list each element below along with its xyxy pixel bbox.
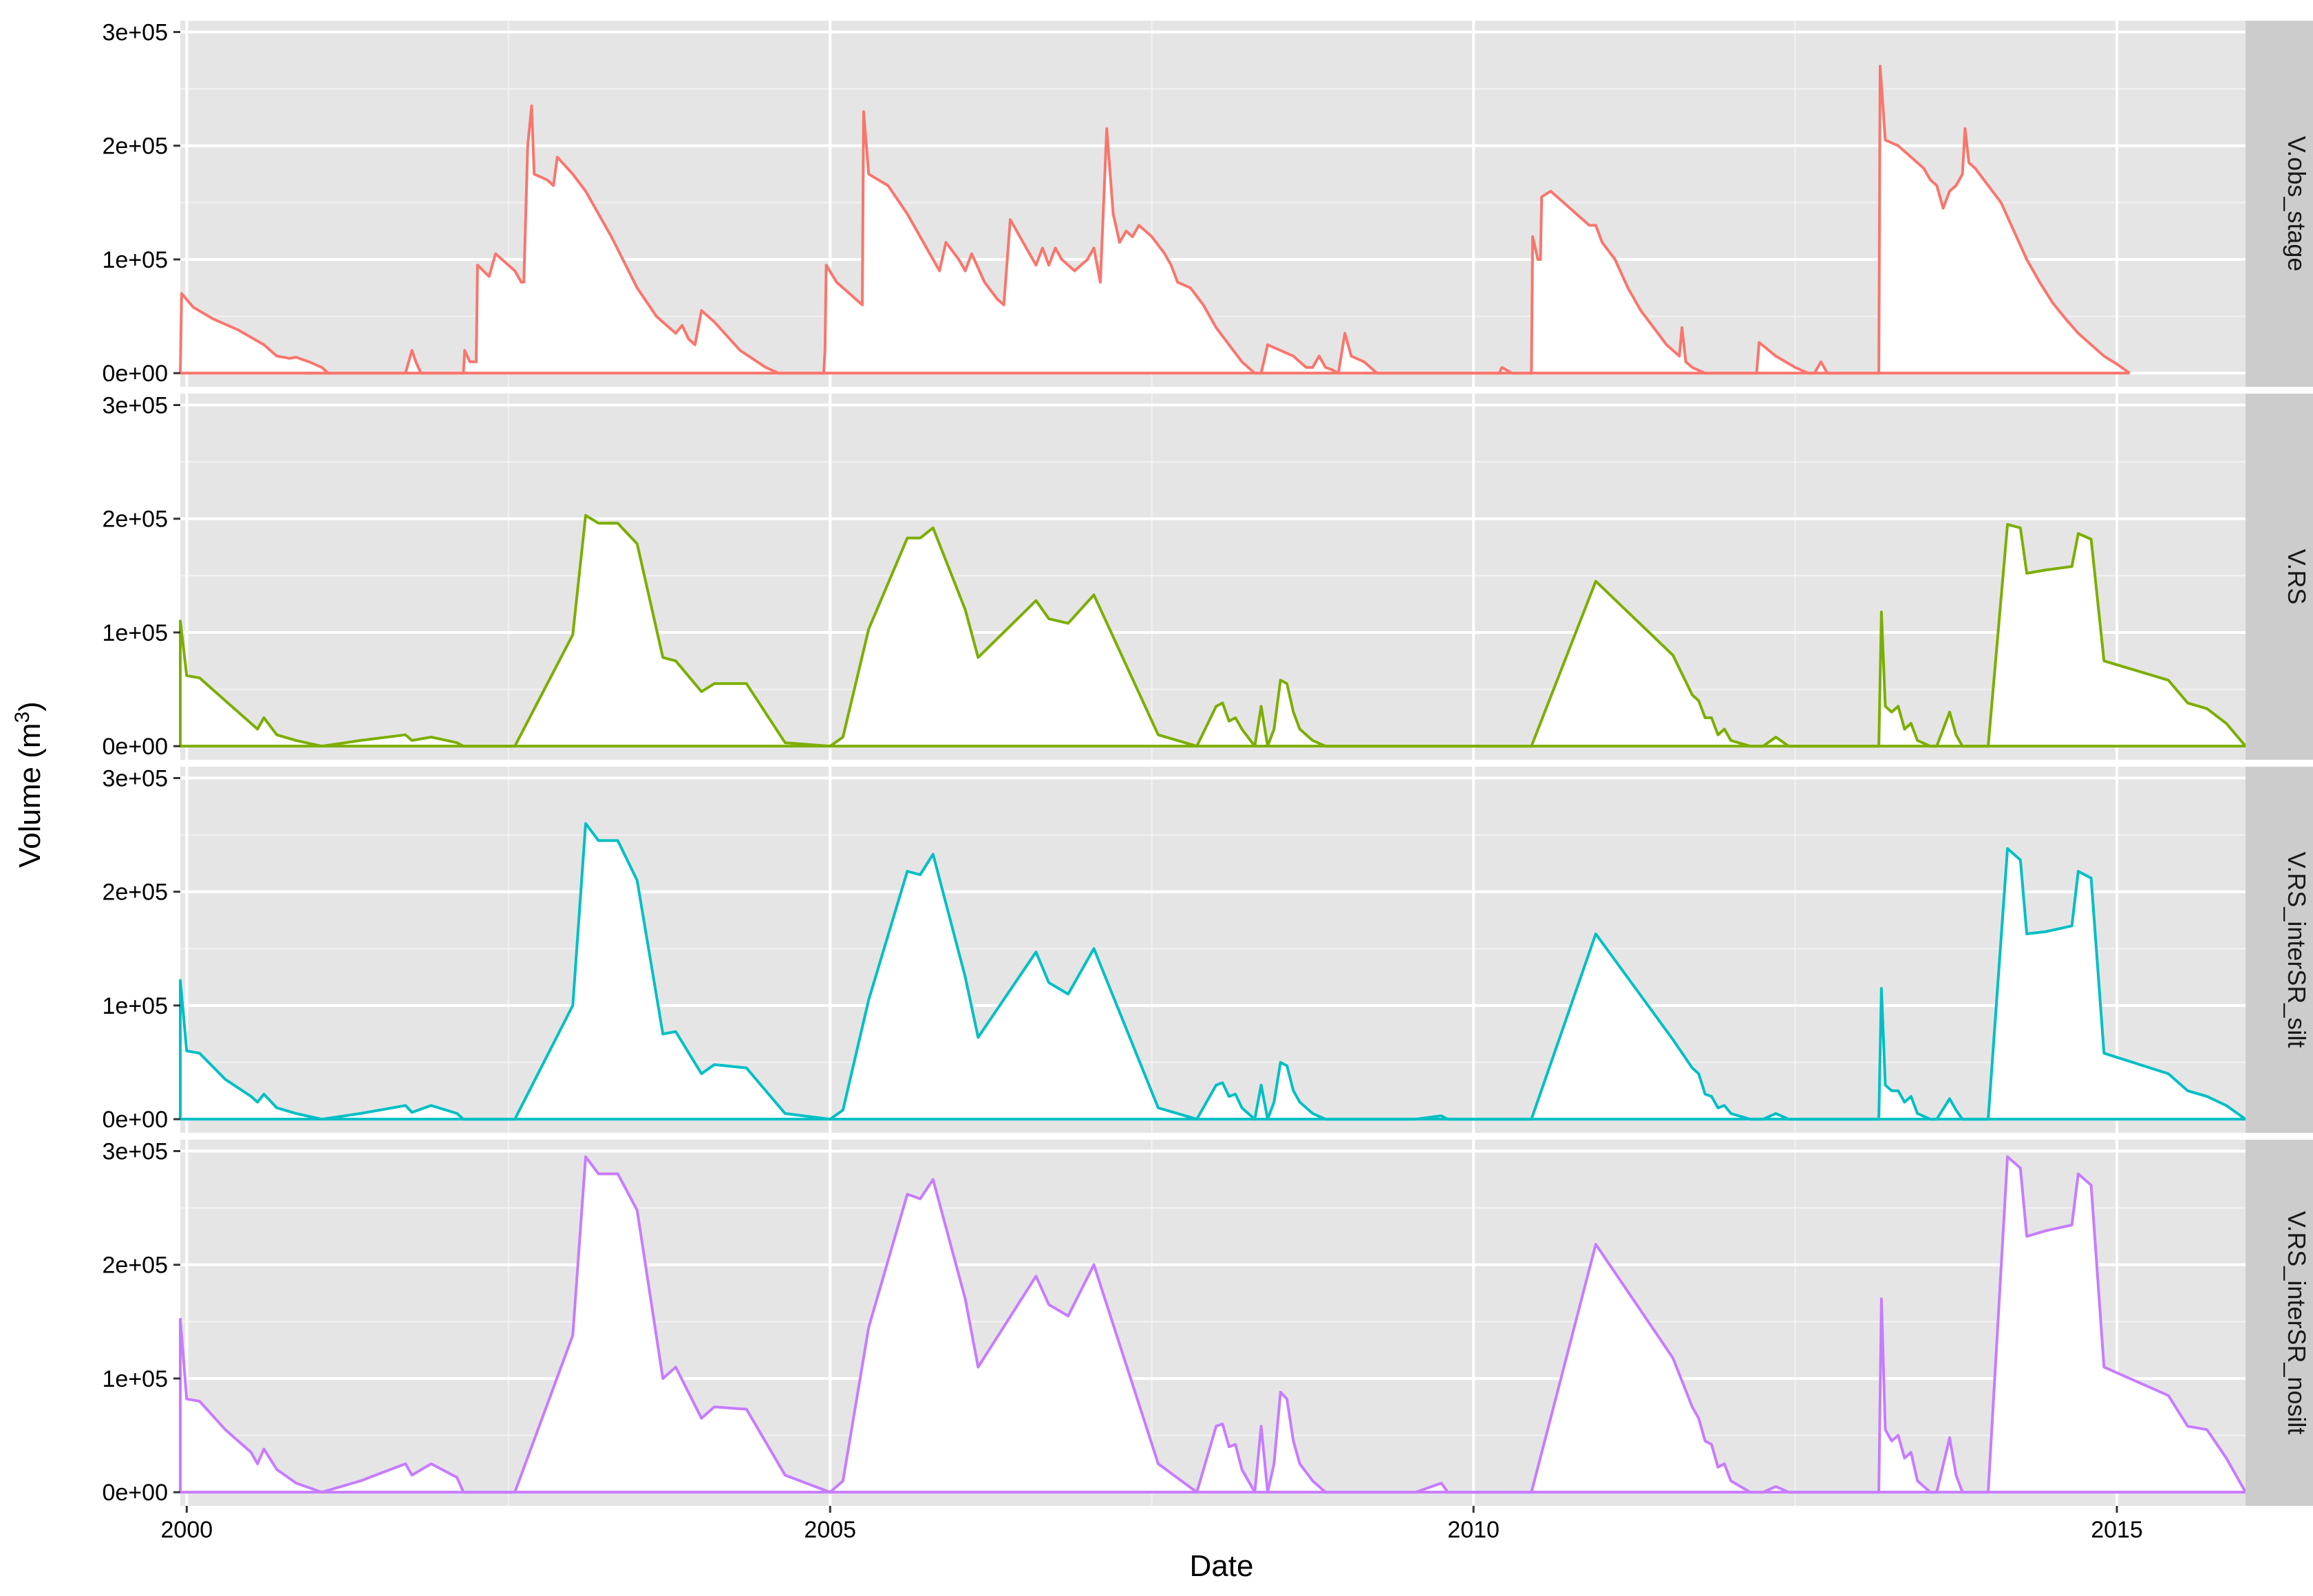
panel-3 [179,767,2247,1133]
strip-label: V.RS_interSR_nosilt [2283,1211,2311,1435]
y-axis-title: Volume (m3) [11,701,47,868]
series-line-V.RS_interSR_nosilt [179,1155,2247,1494]
strip-label: V.obs_stage [2283,136,2311,272]
area-fill-V.RS_interSR_nosilt [180,1156,2246,1493]
y-tick-label: 2e+05 [103,134,169,160]
strip-background [2246,767,2313,1133]
strip-label: V.RS [2283,549,2311,605]
y-axis-2: 0e+00 1e+05 2e+05 3e+05 [103,393,180,760]
strip-1: V.obs_stage [2246,21,2313,387]
y-tick-label: 0e+00 [103,1107,169,1133]
panel-2 [179,394,2247,760]
series-line-V.obs_stage [179,65,2131,375]
x-tick-label: 2005 [804,1517,856,1543]
strip-background [2246,394,2313,760]
series-line-V.RS [179,513,2247,748]
y-tick-label: 1e+05 [103,247,169,273]
area-fill-V.RS_interSR_silt [180,823,2246,1120]
y-axis-title-close: ) [13,701,47,712]
y-tick-label: 2e+05 [103,880,169,906]
area-fill-V.obs_stage [180,66,2130,374]
x-tick-label: 2010 [1447,1517,1500,1543]
strip-label: V.RS_interSR_silt [2283,852,2311,1048]
y-tick-label: 2e+05 [103,507,169,533]
y-tick-label: 1e+05 [103,1366,169,1392]
y-axis-title-text: Volume (m [13,723,47,868]
panels [179,21,2247,1506]
strip-background [2246,21,2313,387]
y-tick-label: 3e+05 [103,1139,169,1165]
y-tick-label: 3e+05 [103,20,169,46]
strips: V.obs_stage V.RS V.RS_interSR_silt V.RS_int… [2246,21,2313,1506]
strip-background [2246,1140,2313,1506]
strip-2: V.RS [2246,394,2313,760]
y-tick-label: 3e+05 [103,766,169,792]
area-fill-V.RS [180,515,2246,747]
y-tick-label: 1e+05 [103,620,169,646]
panel-1 [179,21,2246,387]
x-tick-label: 2000 [161,1517,213,1543]
y-axes: 0e+00 1e+05 2e+05 3e+05 0e+00 1e+05 2e+05 3e+05… [103,20,180,1506]
y-tick-label: 0e+00 [103,1480,169,1506]
y-axis-title-superscript: 3 [11,712,34,723]
panel-4 [179,1140,2247,1506]
x-axis-title: Date [1190,1549,1254,1583]
y-axis-3: 0e+00 1e+05 2e+05 3e+05 [103,766,180,1133]
y-axis-4: 0e+00 1e+05 2e+05 3e+05 [103,1139,180,1506]
y-tick-label: 0e+00 [103,734,169,760]
y-tick-label: 2e+05 [103,1253,169,1279]
strip-4: V.RS_interSR_nosilt [2246,1140,2313,1506]
panel-background [180,394,2246,760]
strip-3: V.RS_interSR_silt [2246,767,2313,1133]
panel-background [180,767,2246,1133]
y-tick-label: 0e+00 [103,361,169,387]
series-line-V.RS_interSR_silt [179,822,2247,1121]
x-axis: 2000 2005 2010 2015 [161,1506,2143,1543]
y-axis-1: 0e+00 1e+05 2e+05 3e+05 [103,20,180,387]
y-tick-label: 3e+05 [103,393,169,419]
y-tick-label: 1e+05 [103,993,169,1019]
x-tick-label: 2015 [2091,1517,2143,1543]
